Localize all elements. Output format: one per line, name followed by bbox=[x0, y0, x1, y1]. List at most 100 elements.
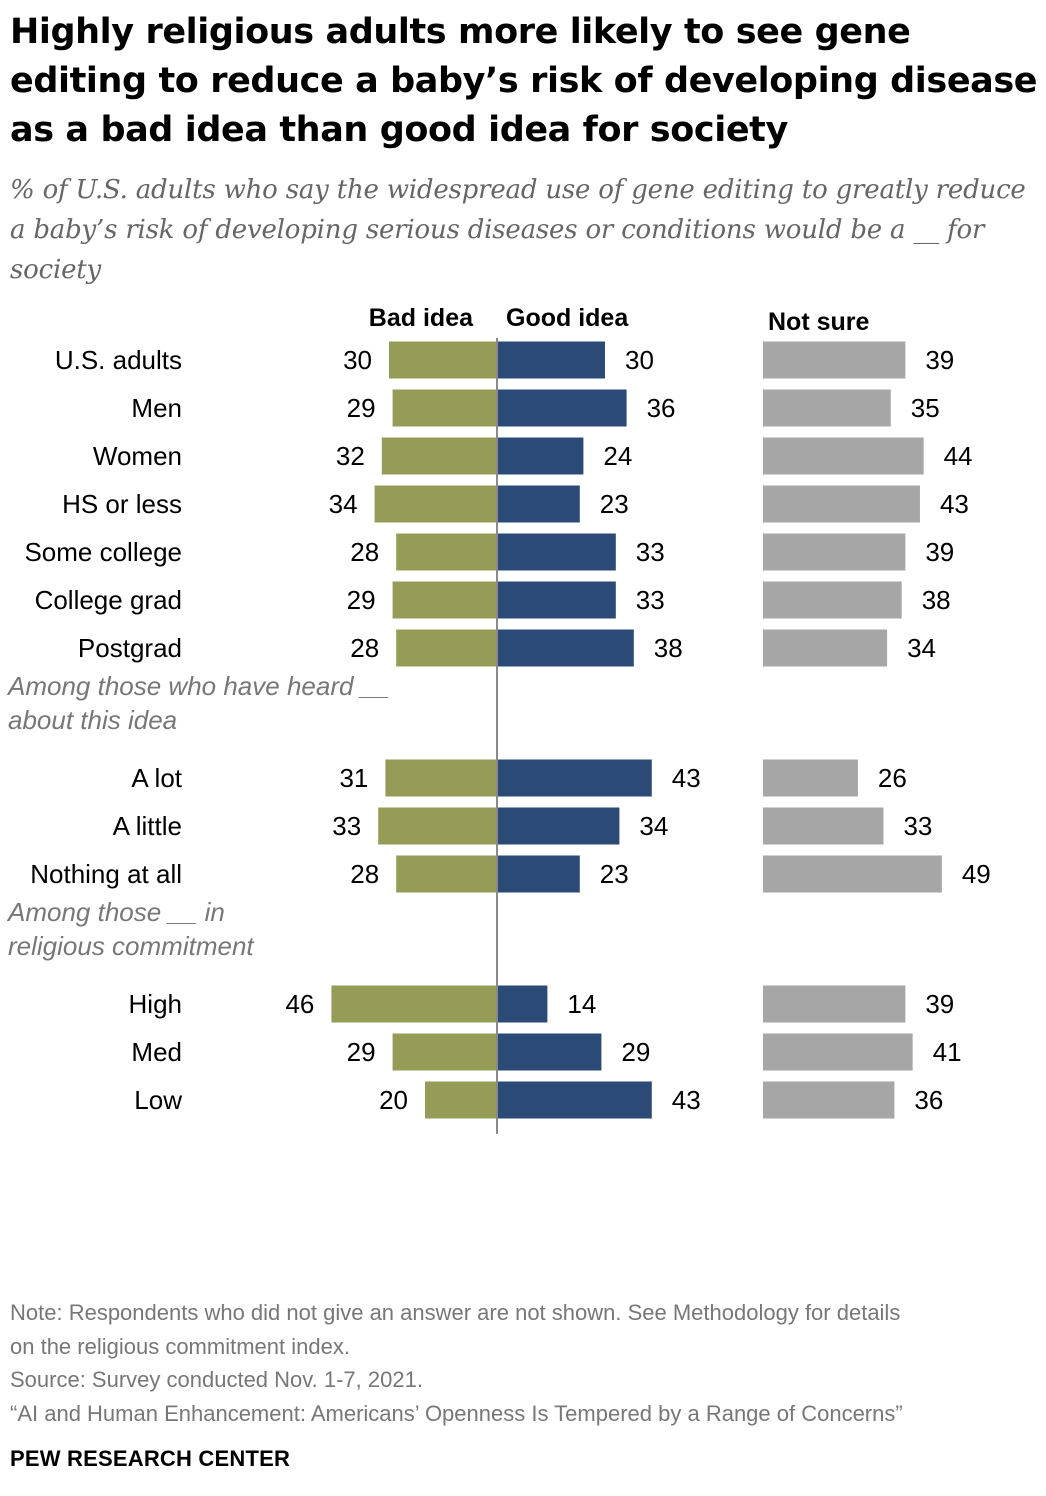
footer-report-title: “AI and Human Enhancement: Americans’ Op… bbox=[10, 1400, 903, 1426]
bar-good-idea bbox=[497, 389, 627, 427]
bar-not-sure bbox=[763, 629, 888, 667]
bar-not-sure bbox=[763, 389, 891, 427]
value-bad-idea: 46 bbox=[285, 989, 314, 1019]
chart-subtitle: % of U.S. adults who say the widespread … bbox=[10, 175, 1026, 285]
value-not-sure: 49 bbox=[962, 859, 991, 889]
value-not-sure: 36 bbox=[914, 1085, 943, 1115]
bar-bad-idea bbox=[385, 759, 497, 797]
footer-note-line-1: Note: Respondents who did not give an an… bbox=[10, 1300, 901, 1325]
diverging-bar-chart: Bad idea Good idea Not sure U.S. adults 30 30… bbox=[6, 304, 991, 1134]
bar-bad-idea bbox=[425, 1081, 497, 1119]
bar-bad-idea bbox=[392, 1033, 497, 1071]
section-label: religious commitment bbox=[8, 931, 255, 961]
bar-good-idea bbox=[497, 985, 548, 1023]
value-not-sure: 35 bbox=[911, 393, 940, 423]
bar-bad-idea bbox=[374, 485, 497, 523]
bar-good-idea bbox=[497, 807, 620, 845]
bar-bad-idea bbox=[381, 437, 497, 475]
value-good-idea: 23 bbox=[600, 859, 629, 889]
bar-bad-idea bbox=[392, 581, 497, 619]
row-label: HS or less bbox=[62, 489, 182, 519]
value-bad-idea: 34 bbox=[329, 489, 358, 519]
header-bad-idea: Bad idea bbox=[369, 304, 474, 332]
value-not-sure: 38 bbox=[922, 585, 951, 615]
value-not-sure: 41 bbox=[933, 1037, 962, 1067]
value-not-sure: 33 bbox=[903, 811, 932, 841]
section-label: Among those who have heard __ bbox=[6, 671, 390, 701]
value-good-idea: 14 bbox=[567, 989, 596, 1019]
bar-bad-idea bbox=[389, 341, 497, 379]
value-not-sure: 39 bbox=[925, 989, 954, 1019]
value-bad-idea: 20 bbox=[379, 1085, 408, 1115]
value-not-sure: 26 bbox=[878, 763, 907, 793]
bar-not-sure bbox=[763, 855, 942, 893]
bar-bad-idea bbox=[396, 533, 497, 571]
row-label: Men bbox=[131, 393, 182, 423]
bar-good-idea bbox=[497, 855, 580, 893]
bar-bad-idea bbox=[396, 855, 497, 893]
bar-good-idea bbox=[497, 1081, 652, 1119]
bar-good-idea bbox=[497, 485, 580, 523]
bar-good-idea bbox=[497, 1033, 602, 1071]
bar-not-sure bbox=[763, 581, 902, 619]
value-bad-idea: 30 bbox=[343, 345, 372, 375]
bar-good-idea bbox=[497, 759, 652, 797]
bar-bad-idea bbox=[331, 985, 497, 1023]
value-not-sure: 44 bbox=[944, 441, 973, 471]
row-label: Med bbox=[131, 1037, 182, 1067]
bar-good-idea bbox=[497, 581, 616, 619]
row-label: High bbox=[129, 989, 182, 1019]
value-good-idea: 43 bbox=[672, 763, 701, 793]
value-bad-idea: 29 bbox=[347, 393, 376, 423]
value-bad-idea: 33 bbox=[332, 811, 361, 841]
row-label: Low bbox=[134, 1085, 182, 1115]
bar-not-sure bbox=[763, 759, 858, 797]
bar-not-sure bbox=[763, 1081, 895, 1119]
value-good-idea: 43 bbox=[672, 1085, 701, 1115]
row-label: College grad bbox=[35, 585, 182, 615]
bar-not-sure bbox=[763, 807, 884, 845]
brand-logo-text: PEW RESEARCH CENTER bbox=[10, 1446, 291, 1471]
bar-not-sure bbox=[763, 985, 906, 1023]
value-bad-idea: 29 bbox=[347, 1037, 376, 1067]
bar-not-sure bbox=[763, 485, 920, 523]
bar-good-idea bbox=[497, 437, 584, 475]
value-good-idea: 36 bbox=[647, 393, 676, 423]
row-label: Postgrad bbox=[78, 633, 182, 663]
value-good-idea: 33 bbox=[636, 585, 665, 615]
section-label: Among those __ in bbox=[6, 897, 225, 927]
value-good-idea: 38 bbox=[654, 633, 683, 663]
bar-bad-idea bbox=[378, 807, 497, 845]
value-not-sure: 34 bbox=[907, 633, 936, 663]
header-not-sure: Not sure bbox=[768, 308, 870, 336]
section-label: about this idea bbox=[8, 705, 177, 735]
row-label: Women bbox=[93, 441, 182, 471]
bar-good-idea bbox=[497, 341, 605, 379]
value-bad-idea: 28 bbox=[350, 537, 379, 567]
value-good-idea: 23 bbox=[600, 489, 629, 519]
chart-footer: Note: Respondents who did not give an an… bbox=[10, 1296, 1040, 1430]
bar-bad-idea bbox=[396, 629, 497, 667]
value-good-idea: 33 bbox=[636, 537, 665, 567]
value-good-idea: 29 bbox=[621, 1037, 650, 1067]
header-good-idea: Good idea bbox=[506, 304, 629, 332]
row-label: U.S. adults bbox=[55, 345, 182, 375]
bar-good-idea bbox=[497, 533, 616, 571]
value-bad-idea: 29 bbox=[347, 585, 376, 615]
bar-good-idea bbox=[497, 629, 634, 667]
value-bad-idea: 32 bbox=[336, 441, 365, 471]
bar-not-sure bbox=[763, 341, 906, 379]
row-label: A little bbox=[113, 811, 182, 841]
row-label: Nothing at all bbox=[30, 859, 182, 889]
value-not-sure: 43 bbox=[940, 489, 969, 519]
value-good-idea: 24 bbox=[603, 441, 632, 471]
value-not-sure: 39 bbox=[925, 537, 954, 567]
footer-note-line-2: on the religious commitment index. bbox=[10, 1333, 350, 1359]
bar-bad-idea bbox=[392, 389, 497, 427]
value-bad-idea: 28 bbox=[350, 633, 379, 663]
value-bad-idea: 28 bbox=[350, 859, 379, 889]
bar-not-sure bbox=[763, 533, 906, 571]
chart-title: Highly religious adults more likely to s… bbox=[10, 12, 1038, 150]
value-not-sure: 39 bbox=[925, 345, 954, 375]
value-good-idea: 30 bbox=[625, 345, 654, 375]
